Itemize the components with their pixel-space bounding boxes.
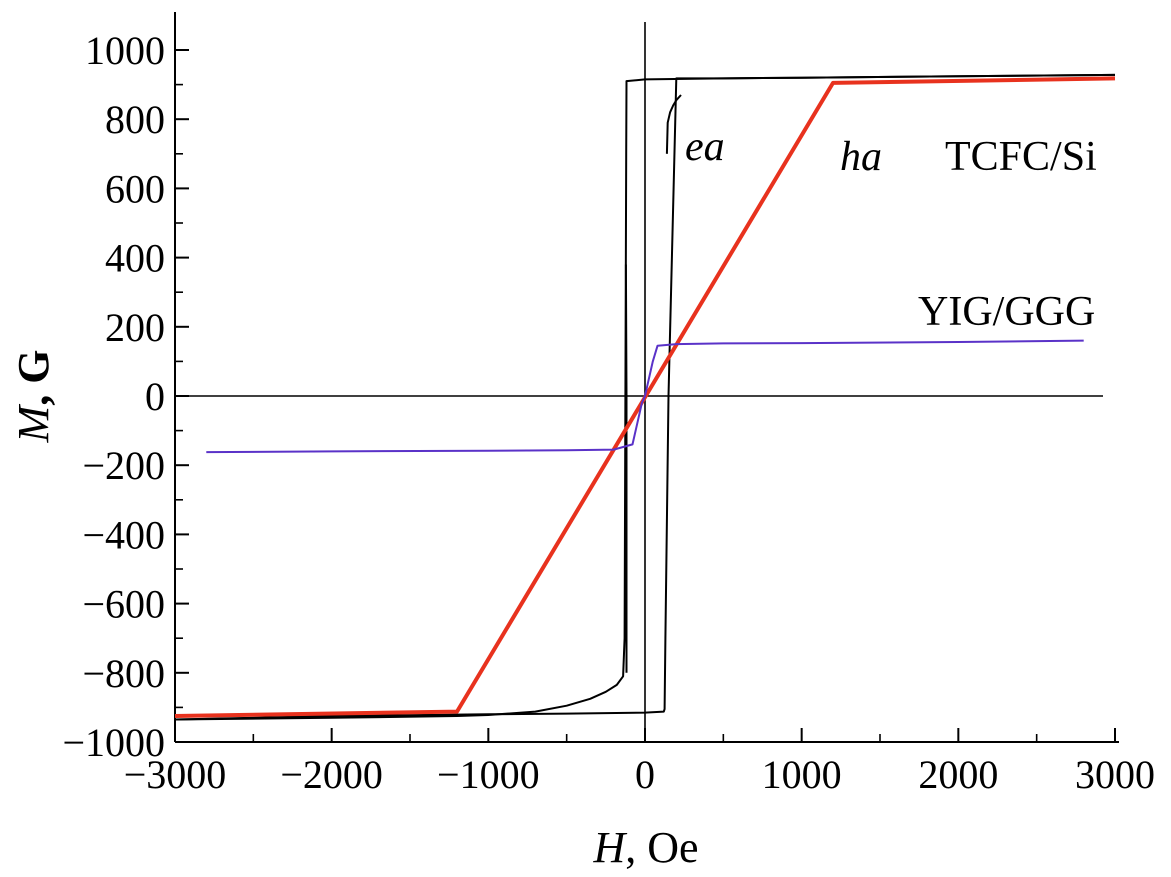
y-axis-unit: , G — [9, 350, 58, 406]
y-tick-label: 0 — [145, 374, 165, 419]
y-axis-var: M — [9, 403, 58, 443]
x-axis-title: H, Oe — [592, 823, 698, 872]
x-axis-var: H — [592, 823, 627, 872]
y-tick-label: 200 — [105, 305, 165, 350]
series-line-2 — [626, 265, 627, 673]
annotation-tcfc-si: TCFC/Si — [945, 134, 1097, 180]
y-tick-label: −1000 — [62, 720, 165, 765]
x-tick-label: 3000 — [1075, 752, 1155, 797]
x-tick-label: 1000 — [762, 752, 842, 797]
y-tick-label: 800 — [105, 97, 165, 142]
y-tick-label: −200 — [82, 443, 165, 488]
axes: −3000 −2000 −1000 0 1000 2000 3000100080060040… — [62, 12, 1155, 797]
x-tick-label: −1000 — [437, 752, 540, 797]
y-tick-label: 600 — [105, 166, 165, 211]
x-tick-label: −2000 — [280, 752, 383, 797]
annotation-ha: ha — [840, 134, 882, 180]
y-tick-label: −800 — [82, 651, 165, 696]
y-tick-label: 400 — [105, 236, 165, 281]
annotation-yig-ggg: YIG/GGG — [918, 289, 1095, 335]
y-axis-title: M, G — [9, 350, 58, 444]
y-tick-label: 1000 — [85, 28, 165, 73]
y-tick-label: −600 — [82, 582, 165, 627]
annotation-ea: ea — [685, 124, 725, 170]
x-tick-label: 0 — [635, 752, 655, 797]
x-axis-unit: , Oe — [625, 823, 698, 872]
x-tick-label: 2000 — [918, 752, 998, 797]
y-tick-label: −400 — [82, 512, 165, 557]
